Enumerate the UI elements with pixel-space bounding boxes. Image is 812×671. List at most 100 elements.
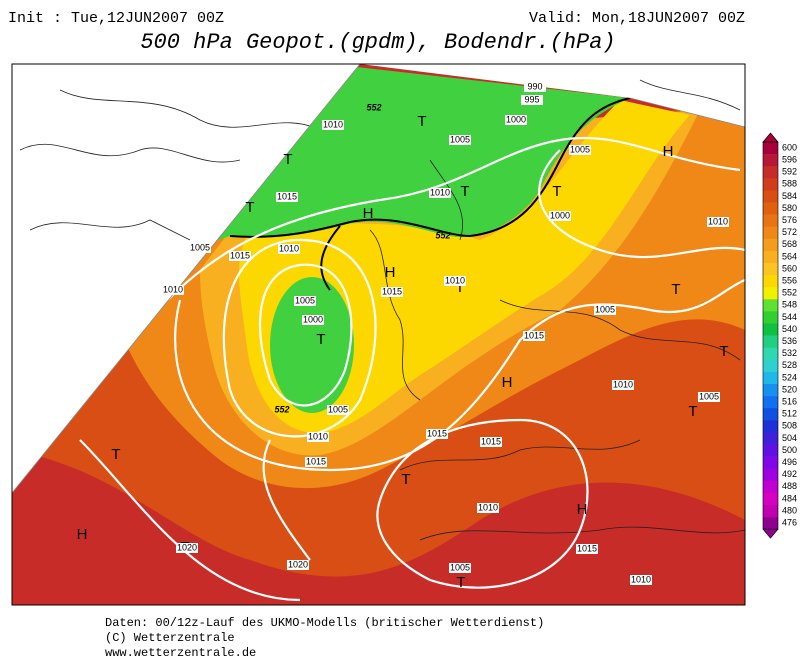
colorbar-label: 524: [782, 372, 797, 382]
isobar: [376, 418, 589, 589]
colorbar-swatch: [763, 396, 778, 409]
colorbar-swatch: [763, 335, 778, 348]
colorbar-end: [762, 132, 779, 143]
map-title: 500 hPa Geopot.(gpdm), Bodendr.(hPa): [140, 30, 615, 55]
isobar-label-box: [426, 429, 448, 439]
colorbar-label: 528: [782, 360, 797, 370]
footer-line: www.wetterzentrale.de: [105, 646, 256, 660]
colorbar-label: 532: [782, 348, 797, 358]
footer-line: (C) Wetterzentrale: [105, 631, 235, 645]
height-label: 552: [274, 404, 289, 414]
valid-time: Valid: Mon,18JUN2007 00Z: [529, 10, 745, 27]
isobar-label: 1005: [699, 391, 719, 401]
height-label: 552: [366, 102, 381, 112]
colorbar-label: 564: [782, 251, 797, 261]
init-time: Init : Tue,12JUN2007 00Z: [8, 10, 224, 27]
isobar-label-box: [523, 331, 545, 341]
colorbar-swatch: [763, 323, 778, 336]
colorbar-swatch: [763, 359, 778, 373]
colorbar-swatch: [763, 263, 778, 276]
colorbar-swatch: [763, 371, 778, 385]
isobar-label: 1005: [190, 242, 210, 252]
isobar-label-box: [524, 82, 546, 92]
isobar-label-box: [307, 432, 329, 442]
colorbar-label: 516: [782, 397, 797, 407]
isobar-label: 1005: [450, 134, 470, 144]
footer-line: Daten: 00/12z-Lauf des UKMO-Modells (bri…: [105, 616, 544, 630]
colorbar-end: [762, 528, 779, 539]
colorbar-label: 496: [782, 457, 797, 467]
pressure-center: T: [316, 331, 325, 348]
isobar-label-box: [480, 437, 502, 447]
isobar-label: 990: [527, 81, 542, 91]
isobar-label-box: [505, 115, 527, 125]
isobar-label: 1015: [427, 428, 447, 438]
pressure-center: T: [552, 183, 561, 200]
colorbar-label: 548: [782, 300, 797, 310]
colorbar-label: 540: [782, 324, 797, 334]
colorbar-swatch: [763, 480, 778, 494]
colorbar-label: 488: [782, 481, 797, 491]
isobar-label: 1010: [478, 502, 498, 512]
isobar: [222, 238, 377, 438]
colorbar-swatch: [763, 299, 778, 312]
colorbar-swatch: [763, 154, 778, 167]
isobar-label-box: [521, 95, 543, 105]
isobar-label: 1010: [708, 216, 728, 226]
isobar-label: 1020: [288, 559, 308, 569]
colorbar-swatch: [763, 275, 778, 288]
isobar-label-box: [302, 315, 324, 325]
isobar-label: 1005: [450, 562, 470, 572]
isobar-label: 1015: [481, 436, 501, 446]
contour-552: [229, 97, 631, 238]
pressure-center: T: [245, 199, 254, 216]
map-area: [12, 64, 745, 605]
isobar-label-box: [162, 285, 184, 295]
isobar-label: 1010: [631, 574, 651, 584]
isobar-label-box: [549, 211, 571, 221]
colorbar-swatch: [763, 287, 778, 300]
isobar-label: 1000: [303, 314, 323, 324]
isobar-label-box: [449, 135, 471, 145]
colorbar-frame: [762, 141, 779, 530]
isobar-label-box: [189, 243, 211, 253]
isobar-label: 1010: [445, 275, 465, 285]
isobar-label: 1015: [382, 286, 402, 296]
isobar-label: 1010: [163, 284, 183, 294]
isobar: [139, 136, 741, 331]
colorbar-swatch: [763, 408, 778, 421]
isobar: [258, 263, 353, 407]
pressure-center: T: [455, 279, 464, 296]
colorbar-swatch: [763, 456, 778, 469]
isobar-label: 995: [524, 94, 539, 104]
isobar-label: 1010: [430, 187, 450, 197]
colorbar-label: 520: [782, 384, 797, 394]
isobar-label-box: [576, 544, 598, 554]
colorbar-swatch: [763, 190, 778, 203]
isobar-label-box: [594, 305, 616, 315]
isobar-label-box: [229, 251, 251, 261]
isobar-label: 1000: [550, 210, 570, 220]
colorbar-label: 584: [782, 191, 797, 201]
map-labels: TTTHTTHHTTTTHTTTHTHT10109909951000100510…: [77, 81, 729, 591]
colorbar-swatch: [763, 492, 778, 506]
colorbar: 600 596 592 588 584 580 576 572 568 564 560 556 552 5…: [762, 132, 797, 539]
pressure-center: T: [401, 471, 410, 488]
colorbar-label: 568: [782, 239, 797, 249]
pressure-center: T: [417, 113, 426, 130]
isobar-label-box: [477, 503, 499, 513]
isobar-label: 1005: [328, 404, 348, 414]
isobar-label: 1005: [570, 144, 590, 154]
colorbar-label: 592: [782, 167, 797, 177]
isobar-label-box: [444, 276, 466, 286]
isobar-label: 1005: [595, 304, 615, 314]
isobar-label-box: [707, 217, 729, 227]
isobar-label: 1015: [277, 191, 297, 201]
pressure-center: T: [460, 183, 469, 200]
isobar-label: 1015: [230, 250, 250, 260]
colorbar-swatch: [763, 420, 778, 433]
pressure-center: H: [77, 526, 88, 543]
colorbar-label: 512: [782, 409, 797, 419]
colorbar-label: 508: [782, 421, 797, 431]
